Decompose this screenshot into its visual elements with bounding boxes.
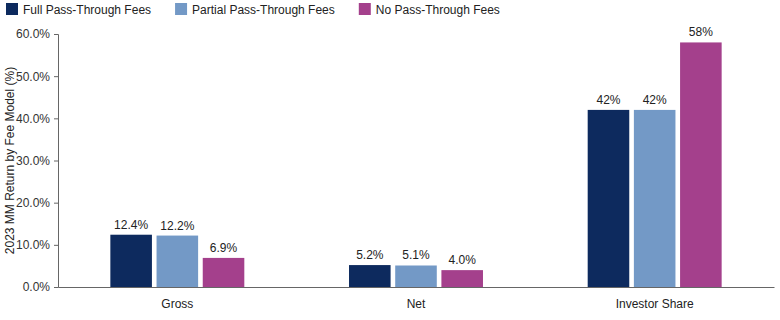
legend-label: No Pass-Through Fees xyxy=(376,3,500,17)
x-axis: Gross Net Investor Share xyxy=(59,287,775,311)
y-tick-label: 40.0% xyxy=(16,112,50,126)
y-tick-label: 20.0% xyxy=(16,196,50,210)
legend-swatch xyxy=(359,3,371,15)
legend-label: Full Pass-Through Fees xyxy=(23,3,151,17)
y-tick-mark xyxy=(54,287,58,288)
y-tick-label: 60.0% xyxy=(16,27,50,41)
y-tick: 0.0% xyxy=(23,280,58,294)
x-axis-line xyxy=(59,287,775,288)
y-tick-mark xyxy=(54,161,58,162)
bar xyxy=(110,235,152,287)
y-tick-label: 30.0% xyxy=(16,154,50,168)
data-label: 58% xyxy=(689,25,713,39)
x-tick-label: Gross xyxy=(161,297,193,311)
x-tick: Gross xyxy=(161,287,193,311)
bar xyxy=(680,42,722,287)
legend-item: Partial Pass-Through Fees xyxy=(175,3,335,17)
bar xyxy=(588,110,630,287)
plot: 0.0% 10.0% 20.0% 30.0% 40.0% 50.0% 60.0% Gross N… xyxy=(16,25,775,310)
y-axis-line xyxy=(54,35,59,288)
bar xyxy=(441,270,483,287)
y-tick-label: 10.0% xyxy=(16,238,50,252)
bar xyxy=(349,265,391,287)
data-label: 4.0% xyxy=(449,253,477,267)
data-labels: 12.4% 5.2% 42% 12.2% 5.1% 42% 6.9% 4.0% 58% xyxy=(114,25,713,267)
y-tick-mark xyxy=(54,203,58,204)
legend-item: Full Pass-Through Fees xyxy=(6,3,151,17)
y-tick-label: 50.0% xyxy=(16,70,50,84)
y-tick: 40.0% xyxy=(16,112,58,126)
x-tick-label: Net xyxy=(407,297,426,311)
data-label: 42% xyxy=(643,93,667,107)
y-tick: 10.0% xyxy=(16,238,58,252)
data-label: 5.1% xyxy=(402,248,430,262)
bar xyxy=(157,236,199,287)
y-tick-mark xyxy=(54,76,58,77)
y-tick: 20.0% xyxy=(16,196,58,210)
legend-label: Partial Pass-Through Fees xyxy=(192,3,335,17)
y-tick-mark xyxy=(54,245,58,246)
data-label: 42% xyxy=(596,93,620,107)
legend-item: No Pass-Through Fees xyxy=(359,3,500,17)
x-tick: Net xyxy=(407,287,426,311)
data-label: 5.2% xyxy=(356,248,384,262)
chart: 0.0% 10.0% 20.0% 30.0% 40.0% 50.0% 60.0% Gross N… xyxy=(0,0,780,320)
data-label: 6.9% xyxy=(210,241,238,255)
legend-swatch xyxy=(6,3,18,15)
data-label: 12.2% xyxy=(160,219,194,233)
bar xyxy=(395,265,437,287)
x-tick-label: Investor Share xyxy=(616,297,694,311)
y-tick-label: 0.0% xyxy=(23,280,51,294)
y-tick: 30.0% xyxy=(16,154,58,168)
y-tick-mark xyxy=(54,34,58,35)
data-label: 12.4% xyxy=(114,218,148,232)
y-tick-mark xyxy=(54,118,58,119)
y-tick: 50.0% xyxy=(16,70,58,84)
y-axis-title: 2023 MM Return by Fee Model (%) xyxy=(3,67,17,254)
y-axis: 0.0% 10.0% 20.0% 30.0% 40.0% 50.0% 60.0% xyxy=(16,27,59,294)
y-tick: 60.0% xyxy=(16,27,58,41)
legend: Full Pass-Through Fees Partial Pass-Throu… xyxy=(6,3,500,17)
bar xyxy=(203,258,245,287)
legend-swatch xyxy=(175,3,187,15)
bar xyxy=(634,110,676,287)
bars xyxy=(110,42,721,287)
x-tick: Investor Share xyxy=(616,287,694,311)
